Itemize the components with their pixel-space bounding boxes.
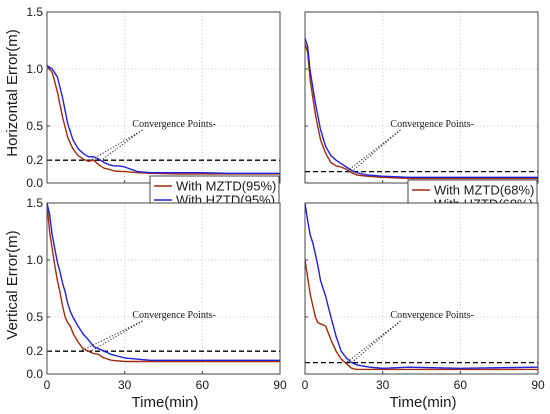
y-tick-label: 1.5 [26,5,43,19]
annotation-text: Convergence Points- [390,119,473,130]
series-line-hztd [47,203,280,361]
y-tick-label: 0.2 [26,344,43,358]
annotation-pointer [346,129,401,172]
series-line-mztd [47,203,280,363]
annotation-text: Convergence Points- [132,119,215,130]
panel-1: Convergence Points- 0.0 0.2 0.5 1.0 1.5 With M… [26,5,281,209]
plot-area [305,203,538,374]
series-line-mztd [305,259,538,371]
series-line-mztd [47,65,280,175]
x-tick-label: 90 [273,378,287,392]
annotation-text: Convergence Points- [132,310,215,321]
x-tick-label: 30 [118,378,132,392]
panel-3: Convergence Points- 0.0 0.2 0.5 1.0 1.5 0 30 60 9… [26,196,287,392]
panel-2: Convergence Points-With MZTD(68%)With HZ… [304,11,539,213]
annotation-pointer [101,129,143,161]
y-tick-label: 0.2 [26,153,43,167]
y-tick-label: 1.0 [26,253,43,267]
y-tick-label: 0.0 [26,176,43,190]
x-tick-label: 60 [196,378,210,392]
series-group [305,37,538,180]
panel-4: Convergence Points- 0 30 60 90 [302,202,545,392]
x-tick-label: 60 [454,378,468,392]
series-group [47,203,280,363]
plot-frame [304,202,539,375]
x-tick-label: 30 [376,378,390,392]
x-axis-label-left: Time(min) [132,394,199,411]
legend-label: With MZTD(95%) [176,179,276,194]
annotation-pointer [346,320,401,363]
plot-area [305,12,538,183]
panels: Convergence Points- 0.0 0.2 0.5 1.0 1.5 With M… [26,5,545,392]
x-tick-label: 90 [531,378,545,392]
series-line-hztd [47,65,280,175]
plot-area [47,12,280,183]
y-tick-label: 0.5 [26,310,43,324]
series-line-hztd [305,203,538,369]
y-tick-label: 1.0 [26,62,43,76]
annotation-pointer [80,320,143,352]
annotation-text: Convergence Points- [390,310,473,321]
y-axis-label-top: Horizontal Error(m) [4,29,21,157]
series-line-hztd [305,37,538,179]
annotation-pointer [90,320,143,352]
series-line-mztd [305,43,538,180]
x-tick-label: 0 [44,378,51,392]
series-group [305,203,538,371]
legend-label: With MZTD(68%) [434,183,534,198]
plot-frame [46,202,281,375]
annotation-pointer [90,129,143,161]
y-tick-label: 0.0 [26,367,43,381]
x-tick-label: 0 [302,378,309,392]
plot-area [47,203,280,374]
y-tick-label: 0.5 [26,119,43,133]
series-group [47,65,280,175]
y-tick-label: 1.5 [26,196,43,210]
x-axis-label-right: Time(min) [390,394,457,411]
y-axis-label-bottom: Vertical Error(m) [4,230,21,339]
